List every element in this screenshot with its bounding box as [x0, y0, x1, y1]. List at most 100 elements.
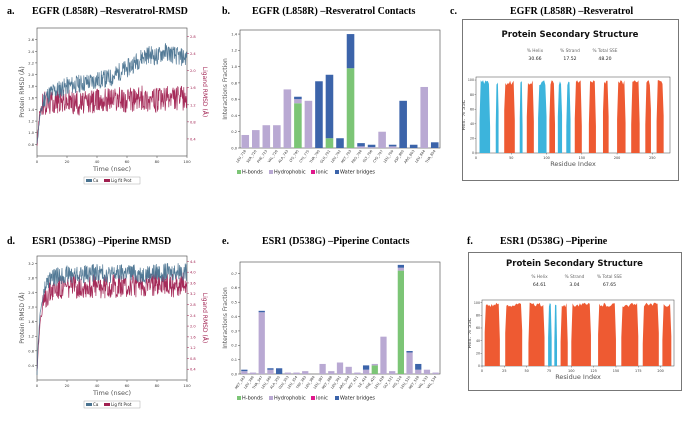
y-tick-label: 1.2 [231, 49, 237, 53]
x-tick-label: 100 [568, 369, 574, 373]
legend-label-water-bridges: Water bridges [340, 170, 375, 176]
y-tick-label: 1.2 [28, 335, 34, 339]
legend-label-h-bonds: H-bonds [242, 396, 263, 402]
y2-tick-label: 2.0 [190, 69, 196, 73]
x-tick-label: LYS_745 [289, 149, 300, 163]
bar-hydrophobic-ile_424 [362, 369, 370, 374]
y-tick-label: 1.0 [28, 131, 34, 135]
y-axis-label: Interactions Fraction [222, 58, 229, 120]
panel-d-title: ESR1 (D538G) –Piperine RMSD [32, 236, 172, 247]
bar-water-bridges-ala_350 [276, 368, 283, 374]
sse-segment-strand [526, 80, 534, 153]
legend-swatch-h-bonds [237, 170, 241, 174]
panel-f-label: f. [467, 236, 473, 247]
sse-segment-helix [479, 80, 491, 153]
bar-hydrophobic-cys_797 [378, 131, 386, 148]
y-tick-label: 1.6 [28, 96, 34, 100]
x-tick-label: 40 [95, 383, 100, 388]
x-tick-label: VAL_726 [267, 149, 279, 163]
bar-hydrophobic-val_534 [432, 372, 439, 374]
legend-box [83, 176, 141, 185]
sse-segment-strand [504, 80, 515, 153]
bar-hydrophobic-cys_775 [304, 100, 313, 148]
y-tick-label: 1.8 [28, 85, 34, 89]
x-tick-label: LEU_799 [383, 149, 395, 163]
bar-h-bonds-phe_425 [371, 365, 378, 374]
y-tick-label: 0.6 [231, 286, 237, 290]
y-tick-label: 0 [478, 364, 480, 368]
x-tick-label: ASP_800 [393, 149, 405, 163]
sse-stat-label: % Helix [527, 48, 544, 54]
sse-segment-helix [519, 81, 523, 153]
legend-swatch-ionic [311, 170, 315, 174]
bar-hydrophobic-val_533 [423, 369, 431, 374]
y2-axis-label: Ligand RMSD (Å) [201, 293, 208, 343]
x-tick-label: GLU_353 [278, 375, 290, 390]
y2-tick-label: 1.6 [190, 86, 196, 90]
legend-label-ligand: Lig fit Prot [111, 402, 132, 407]
legend-swatch-h-bonds [237, 396, 241, 400]
y-axis-label: Res. % SSE [468, 317, 473, 348]
sse-segment-strand [645, 80, 651, 153]
x-tick-label: LEU_354 [287, 375, 299, 389]
legend-label-water-bridges: Water bridges [340, 396, 375, 402]
y2-tick-label: 4.0 [190, 271, 196, 275]
y-tick-label: 100 [468, 78, 474, 82]
y2-tick-label: 2.8 [190, 35, 196, 39]
series-line-calpha [36, 43, 188, 144]
x-axis-label: Time (nsec) [92, 165, 131, 173]
panel-e-title: ESR1 (D538G) –Piperine Contacts [262, 236, 410, 247]
sse-stat-label: % Helix [531, 274, 548, 280]
y-tick-label: 0.0 [231, 146, 237, 150]
y-tick-label: 0.1 [231, 358, 237, 362]
y-tick-label: 0.8 [28, 349, 34, 353]
bar-hydrophobic-arg_394 [345, 366, 352, 374]
legend-swatch-calpha [86, 179, 92, 182]
y-axis-label: Protein RMSD (Å) [19, 292, 26, 343]
y2-tick-label: 0.8 [190, 120, 196, 124]
legend-swatch-ionic [311, 396, 315, 400]
y-tick-label: 0.4 [28, 364, 34, 368]
bar-hydrophobic-ala_743 [283, 89, 292, 148]
y-tick-label: 0.0 [231, 372, 237, 376]
legend-label-h-bonds: H-bonds [242, 170, 263, 176]
legend-label-hydrophobic: Hydrophobic [274, 170, 306, 176]
bar-hydrophobic-leu_387 [319, 363, 326, 374]
sse-segment-strand [656, 80, 664, 153]
x-tick-label: 20 [65, 383, 70, 388]
y-tick-label: 0.8 [28, 143, 34, 147]
bar-h-bonds-gln_791 [325, 138, 334, 148]
bar-hydrophobic-gly_796 [367, 147, 376, 148]
x-tick-label: HIS_524 [391, 375, 402, 389]
x-tick-label: 100 [183, 159, 191, 164]
legend-label-calpha: Cα [93, 402, 99, 407]
panel-e-label: e. [222, 236, 229, 247]
x-tick-label: 200 [614, 156, 620, 160]
sse-segment-strand [560, 303, 568, 366]
x-tick-label: LEU_384 [304, 375, 316, 389]
y2-tick-label: 4.4 [190, 260, 196, 264]
panel-c-title: EGFR (L858R) –Resveratrol [510, 6, 634, 17]
sse-segment-strand [642, 302, 659, 366]
bar-water-bridges-met_343 [241, 369, 248, 372]
sse-segment-strand [602, 80, 609, 153]
y-tick-label: 2.0 [28, 306, 34, 310]
x-tick-label: 80 [155, 383, 160, 388]
x-tick-label: 0 [481, 369, 483, 373]
x-tick-label: GLY_521 [383, 375, 394, 389]
y2-tick-label: 1.2 [190, 346, 196, 350]
bar-hydrophobic-glu_353 [284, 372, 291, 374]
x-tick-label: LEU_844 [414, 149, 426, 163]
x-axis-label: Residue Index [550, 160, 596, 168]
bar-hydrophobic-thr_347 [258, 312, 265, 374]
sse-segment-strand [588, 80, 596, 153]
bar-water-bridges-gln_791 [325, 74, 334, 139]
y-tick-label: 100 [474, 301, 480, 305]
sse-segment-strand [598, 302, 616, 366]
bar-water-bridges-leu_349 [267, 368, 274, 370]
bar-hydrophobic-met_388 [328, 371, 335, 374]
x-tick-label: 50 [509, 156, 513, 160]
bar-water-bridges-ile_424 [362, 365, 370, 370]
y-tick-label: 0.4 [231, 315, 237, 319]
bar-hydrophobic-phe_723 [262, 125, 271, 148]
